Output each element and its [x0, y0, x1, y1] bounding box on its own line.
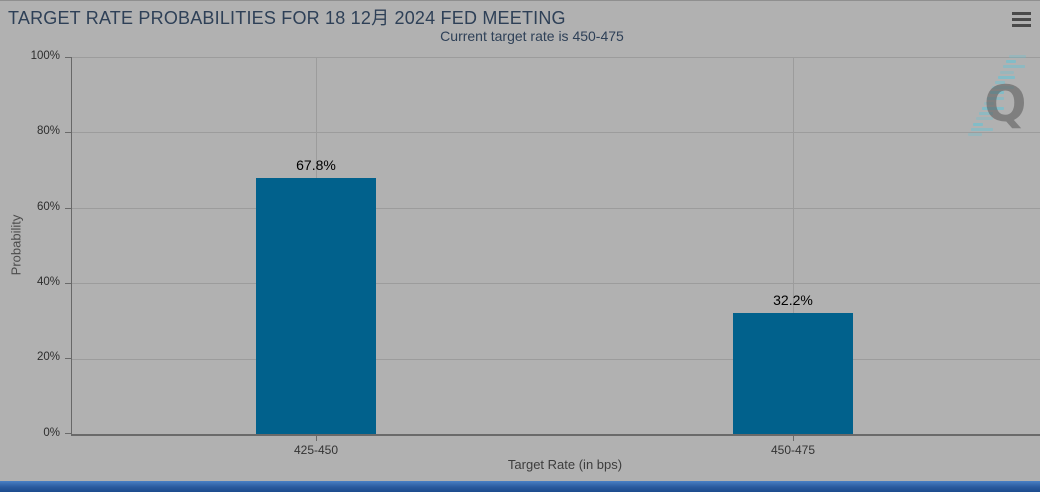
y-tick-label: 60%: [36, 201, 60, 213]
x-tick-mark: [316, 436, 317, 441]
x-tick-label: 425-450: [293, 443, 339, 457]
y-axis-title: Probability: [8, 214, 24, 276]
hamburger-bar: [1012, 12, 1031, 15]
gridline-horizontal: [72, 359, 1040, 360]
y-tick-mark: [65, 358, 71, 359]
gridline-vertical: [793, 57, 794, 434]
y-tick-label: 20%: [36, 351, 60, 363]
hamburger-bar: [1012, 18, 1031, 21]
x-axis-title: Target Rate (in bps): [507, 457, 623, 472]
y-tick-mark: [65, 433, 71, 434]
x-tick-label: 450-475: [770, 443, 816, 457]
page-title: TARGET RATE PROBABILITIES FOR 18 12月 202…: [8, 8, 566, 28]
hamburger-bar: [1012, 24, 1031, 27]
footer-accent-bar: [0, 481, 1040, 492]
gridline-horizontal: [72, 57, 1040, 58]
y-tick-mark: [65, 283, 71, 284]
probability-bar[interactable]: [256, 178, 376, 434]
gridline-horizontal: [72, 132, 1040, 133]
gridline-horizontal: [72, 283, 1040, 284]
bar-group: 67.8%: [256, 157, 376, 434]
y-tick-label: 100%: [30, 50, 60, 62]
chart-subtitle: Current target rate is 450-475: [440, 28, 624, 44]
probability-bar[interactable]: [733, 312, 853, 434]
plot-area: 67.8% 32.2% 425-450 450-475: [71, 57, 1040, 457]
y-tick-label: 40%: [36, 276, 60, 288]
bar-value-label: 32.2%: [773, 291, 813, 308]
y-tick-mark: [65, 208, 71, 209]
y-tick-label: 0%: [43, 427, 60, 439]
bar-value-label: 67.8%: [296, 157, 336, 174]
y-tick-label: 80%: [36, 125, 60, 137]
y-tick-mark: [65, 132, 71, 133]
hamburger-menu-icon[interactable]: [1012, 12, 1032, 30]
bar-group: 32.2%: [733, 292, 853, 434]
gridline-horizontal: [72, 208, 1040, 209]
y-tick-mark: [65, 57, 71, 58]
x-tick-mark: [793, 436, 794, 441]
